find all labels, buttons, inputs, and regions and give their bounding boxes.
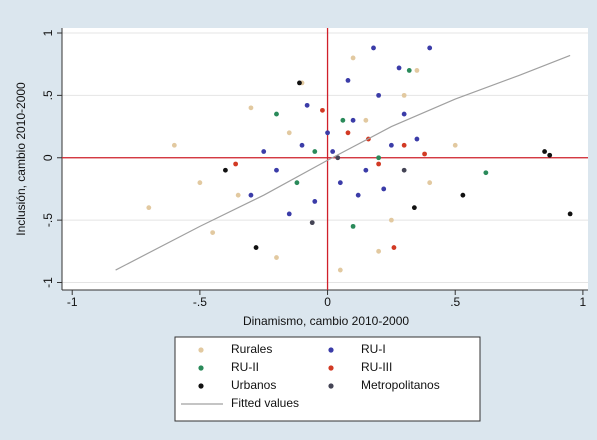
scatter-point [414,136,420,142]
scatter-point [350,55,356,61]
scatter-point [253,245,259,250]
scatter-point [396,65,402,71]
legend-marker [198,365,204,371]
scatter-point [542,149,547,154]
y-tick-label: -.5 [41,213,55,227]
legend-marker [328,347,334,353]
scatter-point [146,205,152,211]
scatter-point [401,111,407,117]
y-tick-label: 1 [41,29,55,36]
scatter-point [337,180,343,186]
scatter-point [388,142,394,148]
scatter-point [345,78,351,83]
scatter-point [401,92,407,98]
scatter-point [320,107,325,113]
scatter-point [294,180,300,186]
scatter-point [411,205,417,211]
scatter-point [391,245,397,250]
x-axis-label: Dinamismo, cambio 2010-2000 [243,314,409,328]
scatter-point [248,105,254,111]
legend-label: Urbanos [231,378,276,392]
scatter-point [233,161,239,167]
x-tick-label: .5 [450,295,460,309]
scatter-point [376,161,382,167]
x-tick-label: 0 [324,295,331,309]
scatter-point [401,167,407,173]
scatter-point [381,186,387,192]
legend-label: Fitted values [231,396,299,410]
scatter-point [235,192,241,198]
legend-label: RU-II [231,360,259,374]
scatter-point [406,68,412,73]
scatter-point [363,117,369,123]
scatter-point [567,211,573,217]
scatter-point [286,211,292,217]
y-tick-label: .5 [41,90,55,100]
scatter-point [274,111,279,117]
x-tick-label: -1 [67,295,78,309]
scatter-point [309,220,315,226]
legend-label: Metropolitanos [361,378,440,392]
scatter-point [274,167,279,173]
scatter-point [547,152,553,158]
scatter-point [483,170,489,176]
scatter-point [350,223,356,229]
scatter-point [371,45,376,51]
scatter-point [350,117,356,123]
scatter-point [197,180,203,186]
scatter-point [304,102,310,108]
y-axis-label: Inclusión, cambio 2010-2000 [14,82,28,236]
scatter-point [335,155,341,161]
legend-marker [198,347,204,353]
scatter-point [376,248,382,254]
scatter-point [345,130,351,136]
scatter-point [452,142,458,148]
scatter-point [299,142,305,148]
x-tick-label: -.5 [193,295,207,309]
legend-label: RU-I [361,342,386,356]
scatter-point [376,92,382,98]
scatter-point [330,149,336,154]
scatter-point [325,130,330,136]
scatter-point [363,167,369,173]
legend-label: RU-III [361,360,392,374]
legend-marker [328,365,334,371]
plot-area [62,28,588,290]
scatter-point [286,130,292,136]
scatter-point [388,217,394,223]
legend [174,336,481,422]
scatter-point [223,167,228,173]
scatter-point [376,155,382,161]
scatter-point [460,192,466,198]
scatter-point [355,192,361,198]
scatter-point [401,142,407,148]
scatter-point [422,151,427,157]
scatter-point [312,199,318,204]
scatter-point [312,149,318,154]
scatter-point [248,192,254,198]
legend-label: Rurales [231,342,272,356]
scatter-point [340,117,346,123]
scatter-point [274,255,279,260]
scatter-point [337,267,343,273]
x-tick-label: 1 [580,295,587,309]
scatter-point [171,142,177,148]
scatter-point [210,230,216,236]
scatter-point [261,149,267,154]
legend-marker [328,383,334,389]
legend-marker [198,383,204,389]
scatter-point [297,80,302,86]
scatter-point [427,45,433,51]
y-tick-label: -1 [41,277,55,288]
scatter-point [414,68,420,73]
y-tick-label: 0 [41,154,55,161]
fitted-line [115,54,571,271]
scatter-point [427,180,433,186]
